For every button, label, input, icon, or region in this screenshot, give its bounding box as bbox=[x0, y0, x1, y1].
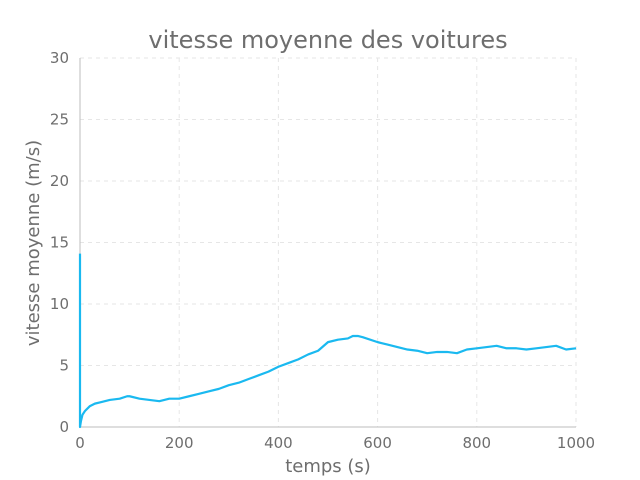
x-tick-label: 1000 bbox=[557, 434, 595, 452]
y-tick-label: 10 bbox=[50, 295, 69, 313]
y-axis-label: vitesse moyenne (m/s) bbox=[23, 140, 44, 346]
chart-title: vitesse moyenne des voitures bbox=[148, 26, 507, 54]
grid-lines bbox=[79, 57, 577, 428]
x-tick-labels: 0 200 400 600 800 1000 bbox=[75, 434, 595, 452]
y-tick-label: 20 bbox=[50, 172, 69, 190]
y-tick-labels: 0 5 10 15 20 25 30 bbox=[50, 49, 69, 436]
x-tick-label: 400 bbox=[264, 434, 293, 452]
x-axis-label: temps (s) bbox=[285, 456, 371, 477]
y-tick-label: 25 bbox=[50, 111, 69, 129]
y-tick-label: 15 bbox=[50, 234, 69, 252]
x-tick-label: 800 bbox=[462, 434, 491, 452]
y-tick-label: 5 bbox=[59, 357, 69, 375]
y-tick-label: 30 bbox=[50, 49, 69, 67]
x-tick-label: 200 bbox=[165, 434, 194, 452]
series-line bbox=[78, 253, 577, 429]
y-tick-label: 0 bbox=[59, 418, 69, 436]
x-tick-label: 0 bbox=[75, 434, 85, 452]
x-tick-label: 600 bbox=[363, 434, 392, 452]
